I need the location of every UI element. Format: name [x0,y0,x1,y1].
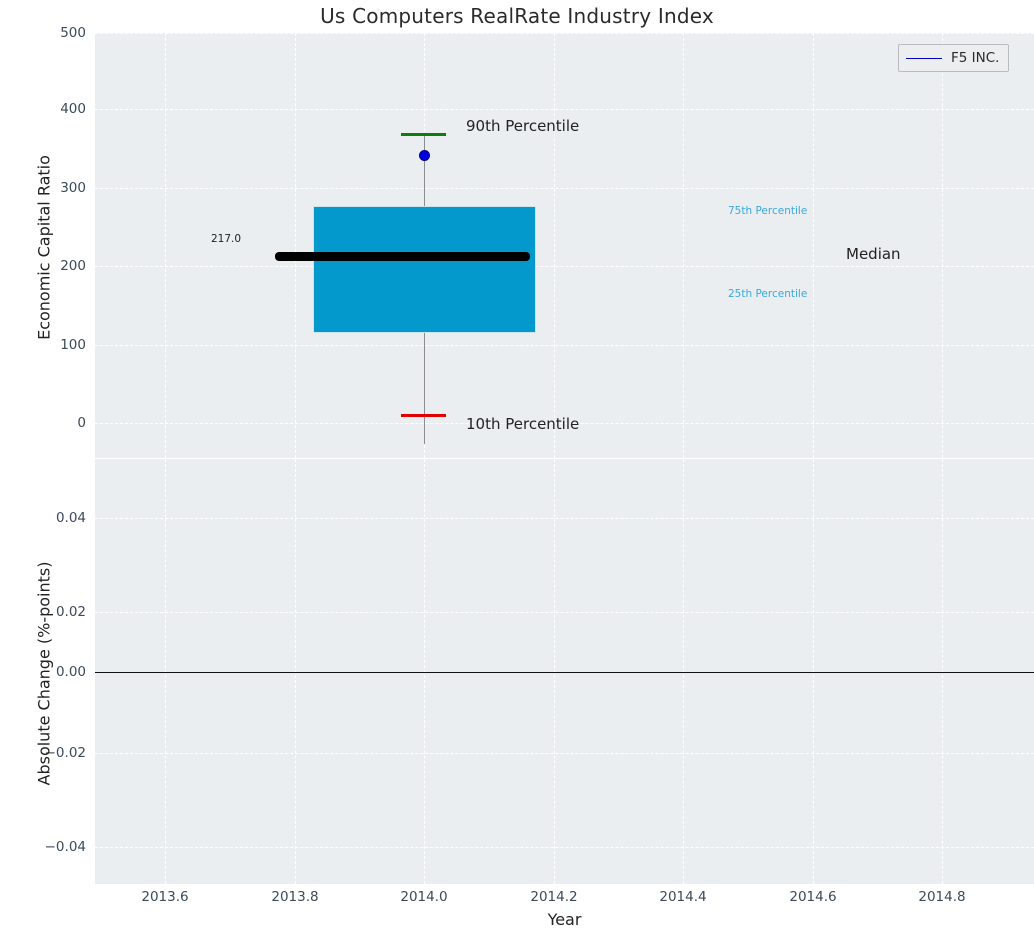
company-value-marker[interactable] [419,150,430,161]
xtick-2014-0: 2014.0 [400,889,448,905]
xtick-2013-8: 2013.8 [271,889,319,905]
gridline-v-2014-8 [942,33,943,458]
gridline-v-2013-6 [165,33,166,458]
annotation-p75: 75th Percentile [728,205,808,217]
xtick-2014-4: 2014.4 [659,889,707,905]
gridline-h-0-02 [95,612,1034,613]
ytick-top-400: 400 [60,101,86,117]
xtick-2013-6: 2013.6 [141,889,189,905]
legend-swatch-f5-inc [906,57,942,59]
gridline-h-0-04 [95,518,1034,519]
ytick-top-500: 500 [60,25,86,41]
x-axis-label: Year [547,910,582,929]
gridline-h-100 [95,345,1034,346]
gridline-v-2014-6 [813,33,814,458]
gridline-h-neg-0-02 [95,753,1034,754]
zero-reference-line [95,672,1034,673]
chart-title: Us Computers RealRate Industry Index [320,4,714,28]
median-line [275,252,530,261]
median-value-label: 217.0 [211,233,242,245]
annotation-p25: 25th Percentile [728,288,808,300]
xtick-2014-6: 2014.6 [789,889,837,905]
y-axis-tick-labels: 0 100 200 300 400 500 −0.04 −0.02 0.00 0… [0,0,86,942]
absolute-change-panel [95,459,1034,884]
gridline-v-2013-8 [295,33,296,458]
ytick-bottom-neg-0-04: −0.04 [44,839,86,855]
p10-cap-marker [401,414,446,417]
p90-cap-marker [401,133,446,136]
ytick-top-200: 200 [60,258,86,274]
ytick-top-100: 100 [60,337,86,353]
annotation-p90: 90th Percentile [466,117,580,135]
y-axis-label-top: Economic Capital Ratio [34,155,54,340]
gridline-h-400 [95,109,1034,110]
ytick-bottom-0-00: 0.00 [55,664,86,680]
gridline-h-200 [95,266,1034,267]
ytick-bottom-0-02: 0.02 [55,604,86,620]
y-axis-label-bottom: Absolute Change (%-points) [34,561,54,786]
annotation-p10: 10th Percentile [466,415,580,433]
legend: F5 INC. [898,44,1010,72]
xtick-2014-2: 2014.2 [530,889,578,905]
economic-capital-ratio-panel: 90th Percentile 75th Percentile Median 2… [95,33,1034,458]
interquartile-range-box [313,206,536,333]
ytick-top-300: 300 [60,180,86,196]
annotation-median: Median [846,245,901,263]
gridline-v-2014-4 [683,33,684,458]
gridline-h-500 [95,33,1034,34]
gridline-h-neg-0-04 [95,847,1034,848]
gridline-h-300 [95,188,1034,189]
gridline-v-2014-2 [554,33,555,458]
ytick-bottom-0-04: 0.04 [55,510,86,526]
ytick-bottom-neg-0-02: −0.02 [44,745,86,761]
legend-label-f5-inc: F5 INC. [951,50,1000,66]
ytick-top-0: 0 [77,415,86,431]
xtick-2014-8: 2014.8 [918,889,966,905]
